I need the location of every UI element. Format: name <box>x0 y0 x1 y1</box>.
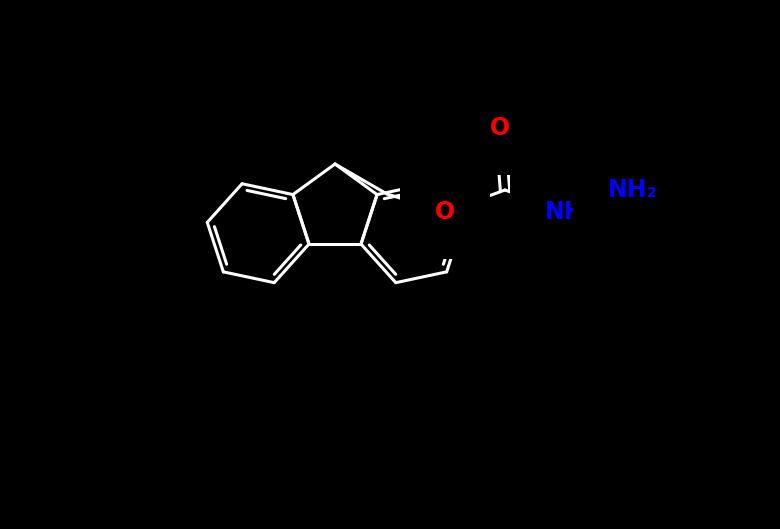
Text: O: O <box>435 200 455 224</box>
Text: O: O <box>490 116 510 140</box>
Text: NH₂: NH₂ <box>608 178 658 202</box>
Text: NH: NH <box>545 200 585 224</box>
